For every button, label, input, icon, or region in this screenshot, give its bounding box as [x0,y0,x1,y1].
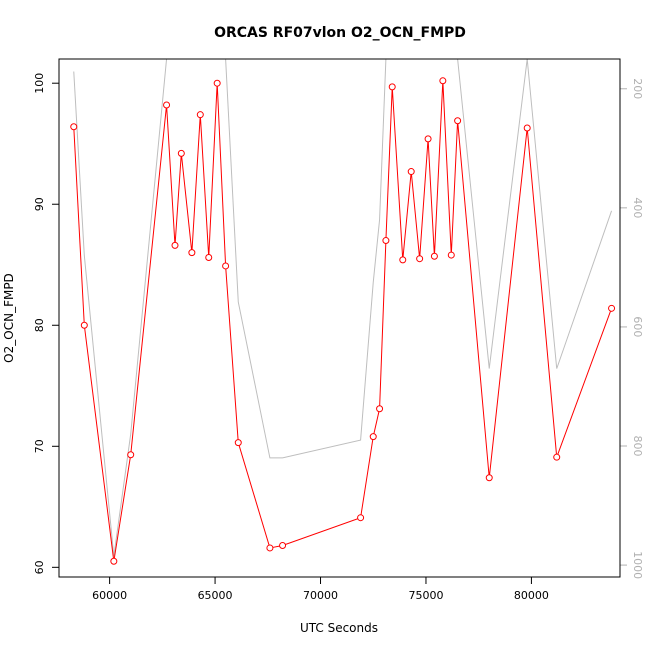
data-point [163,101,171,109]
data-point [127,451,135,459]
data-point [430,252,438,260]
data-point [80,321,88,329]
data-point [407,168,415,176]
x-tick-label: 80000 [514,589,549,602]
data-point [454,117,462,125]
data-point [188,249,196,257]
y-tick-label: 100 [33,73,46,94]
data-point [234,439,242,447]
data-point [369,433,377,441]
y-tick-label: 80 [33,318,46,332]
data-point [196,111,204,119]
series-layer [70,59,616,565]
x-tick-label: 75000 [408,589,443,602]
data-point [447,251,455,259]
chart-title: ORCAS RF07vlon O2_OCN_FMPD [214,25,466,41]
data-point [357,514,365,522]
x-axis-label: UTC Seconds [300,621,378,635]
data-point [553,453,561,461]
data-point [424,135,432,143]
data-point [608,304,616,312]
data-point [70,123,78,131]
data-point [177,149,185,157]
data-point [388,83,396,91]
data-point [399,256,407,264]
data-point [439,77,447,85]
x-tick-label: 60000 [92,589,127,602]
data-point [222,262,230,270]
y2-tick-label: 200 [631,78,644,99]
x-tick-label: 65000 [198,589,233,602]
data-point [110,557,118,565]
data-point [523,124,531,132]
y-axis-label: O2_OCN_FMPD [2,273,16,363]
y2-tick-label: 600 [631,316,644,337]
y2-tick-label: 400 [631,197,644,218]
plot-frame [58,58,621,578]
data-point [382,237,390,245]
data-point [376,405,384,413]
data-point [279,542,287,550]
y-tick-label: 70 [33,439,46,453]
data-point [171,241,179,249]
data-point [485,474,493,482]
y-tick-label: 60 [33,560,46,574]
x-tick-label: 70000 [303,589,338,602]
data-point [416,255,424,263]
y2-tick-label: 1000 [631,551,644,579]
y2-tick-label: 800 [631,436,644,457]
data-point [205,253,213,261]
data-point [266,544,274,552]
axes-layer: 60000 65000 70000 75000 80000 60 70 80 90 100 200 4… [33,73,644,602]
primary-series-line [73,80,613,562]
y-tick-label: 90 [33,197,46,211]
secondary-series-line [73,59,613,557]
data-point [213,79,221,87]
